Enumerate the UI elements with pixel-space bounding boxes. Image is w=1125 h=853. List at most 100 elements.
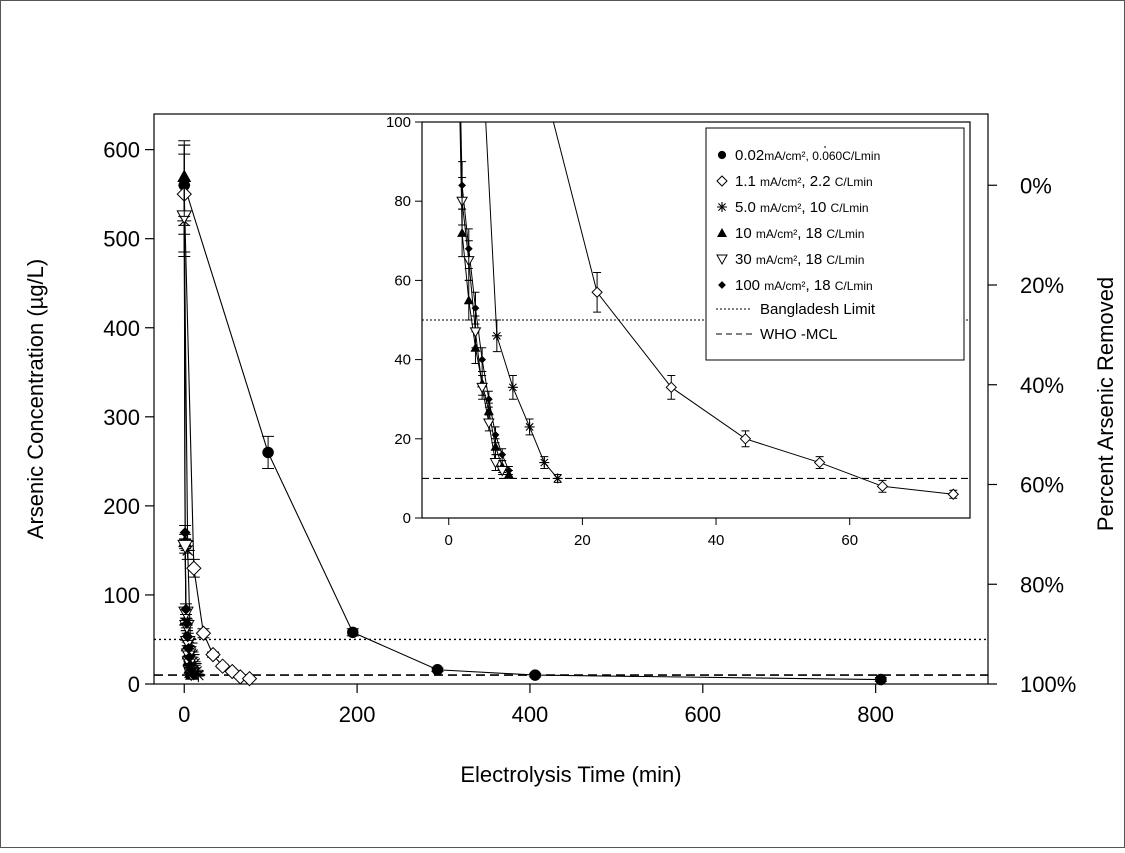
y-tick-label: 600 [103, 138, 140, 163]
circle-marker [875, 673, 887, 686]
diamond-marker [739, 433, 752, 445]
y-tick-label: 400 [103, 316, 140, 341]
star-marker [491, 330, 502, 341]
legend-label: WHO -MCL [760, 326, 838, 343]
small-diamond-marker [186, 667, 198, 679]
inset-series-line [552, 122, 954, 495]
inset-y-tick-label: 20 [394, 431, 411, 448]
triangle-down-marker [469, 327, 482, 338]
triangle-down-marker [177, 539, 193, 554]
small-diamond-marker [498, 450, 507, 459]
inset-series-line [459, 122, 510, 475]
inset-x-tick-label: 20 [574, 532, 591, 549]
small-diamond-marker [181, 617, 193, 629]
triangle-up-marker [483, 406, 494, 416]
triangle-down-marker [716, 254, 728, 266]
triangle-down-marker [489, 458, 502, 469]
diamond-marker [205, 646, 221, 663]
x-tick-label: 800 [857, 702, 894, 727]
legend-label: 5.0 mA/cm², 10 C/Lmin [735, 199, 869, 216]
y2-tick-label: 40% [1020, 373, 1064, 398]
y2-tick-label: 0% [1020, 173, 1052, 198]
circle-marker [262, 446, 274, 459]
y-tick-label: 100 [103, 583, 140, 608]
circle-marker [529, 669, 541, 681]
y2-tick-label: 60% [1020, 473, 1064, 498]
inset-series-line [460, 122, 510, 471]
small-diamond-marker [718, 281, 726, 289]
x-tick-label: 400 [512, 702, 549, 727]
star-marker [507, 382, 518, 393]
small-diamond-marker [183, 651, 195, 663]
inset-data-area [422, 122, 970, 500]
inset-y-tick-label: 0 [403, 510, 411, 527]
diamond-marker [214, 658, 231, 674]
series-line [183, 185, 881, 681]
legend-label: 100 mA/cm², 18 C/Lmin [735, 277, 873, 294]
inset-y-tick-label: 40 [394, 352, 411, 369]
legend-label: 1.1 mA/cm², 2.2 C/Lmin [735, 173, 873, 190]
triangle-up-marker [463, 295, 474, 305]
small-diamond-marker [180, 603, 192, 615]
inset-x-tick-label: 60 [841, 532, 858, 549]
y2-axis-label: Percent Arsenic Removed [1093, 277, 1118, 531]
triangle-down-marker [482, 418, 495, 429]
x-axis-label: Electrolysis Time (min) [460, 762, 681, 787]
inset-x-tick-label: 0 [445, 532, 453, 549]
x-tick-label: 600 [684, 702, 721, 727]
star-marker [552, 473, 563, 484]
small-diamond-marker [182, 631, 194, 643]
legend-label: 30 mA/cm², 18 C/Lmin [735, 251, 864, 268]
inset-x-tick-label: 40 [708, 532, 725, 549]
x-tick-label: 0 [178, 702, 190, 727]
small-diamond-marker [484, 395, 493, 404]
inset-y-tick-label: 100 [386, 114, 411, 131]
y2-tick-label: 100% [1020, 672, 1076, 697]
main-plot: 0 200 400 600 80001002003004005006000%20%40%… [23, 113, 1118, 787]
diamond-marker [947, 488, 959, 500]
plot-area-frame [153, 113, 989, 685]
legend-label: 10 mA/cm², 18 C/Lmin [735, 225, 864, 242]
x-tick-label: 200 [339, 702, 376, 727]
diamond-marker [591, 286, 603, 298]
diamond-marker [716, 175, 728, 187]
small-diamond-marker [471, 304, 480, 313]
inset-y-tick-label: 60 [394, 272, 411, 289]
y-tick-label: 200 [103, 494, 140, 519]
small-diamond-marker [178, 175, 190, 187]
legend-label: 0.02mA/cm², 0.060C/Lmin [735, 147, 880, 164]
triangle-up-marker [717, 228, 727, 237]
circle-marker [717, 150, 727, 160]
circle-marker [347, 626, 359, 639]
diamond-marker [665, 381, 677, 394]
triangle-up-marker [457, 227, 468, 237]
diamond-marker [186, 560, 202, 576]
star-marker [539, 457, 550, 468]
small-diamond-marker [183, 642, 195, 654]
y-axis-label: Arsenic Concentration (µg/L) [23, 259, 48, 539]
triangle-down-marker [496, 465, 509, 477]
circle-marker [431, 664, 444, 676]
small-diamond-marker [458, 181, 466, 190]
y2-tick-label: 80% [1020, 572, 1064, 597]
y-tick-label: 500 [103, 227, 140, 252]
legend-label: Bangladesh Limit [760, 301, 876, 318]
diamond-marker [241, 670, 258, 687]
star-marker [180, 543, 195, 558]
inset-plot: 0 20 40 60 0 20 40 60 80 100 0.02mA/cm², 0.060C/Lm… [386, 114, 971, 549]
star-marker [524, 421, 535, 432]
diamond-marker [876, 480, 889, 493]
diamond-marker [813, 456, 826, 469]
small-diamond-marker [504, 466, 513, 475]
star-marker [191, 668, 206, 683]
legend-box [705, 127, 965, 361]
star-marker [717, 202, 727, 212]
y-tick-label: 300 [103, 405, 140, 430]
small-diamond-marker [491, 430, 500, 439]
small-diamond-marker [478, 355, 487, 364]
triangle-down-marker [476, 382, 488, 394]
small-diamond-marker [464, 244, 473, 253]
legend: 0.02mA/cm², 0.060C/Lmin 1.1 mA/cm², 2.2 C… [705, 127, 965, 361]
small-diamond-marker [179, 527, 191, 539]
